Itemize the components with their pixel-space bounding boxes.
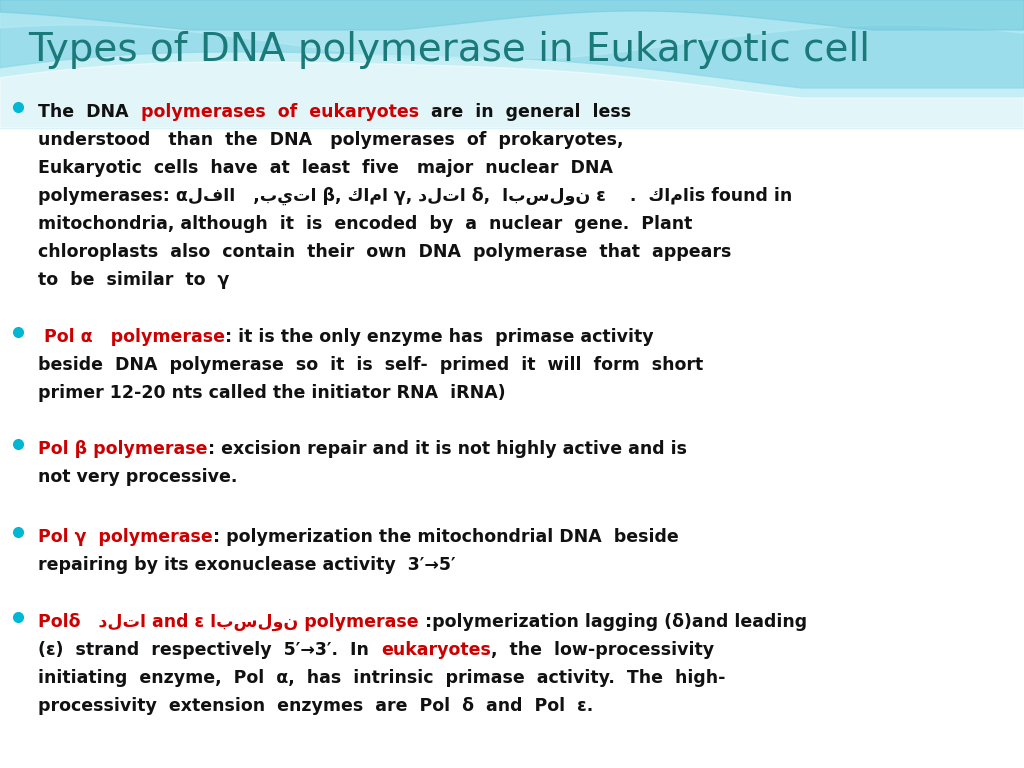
Text: understood   than  the  DNA   polymerases  of  prokaryotes,: understood than the DNA polymerases of p… [38,131,624,149]
Text: (ε)  strand  respectively  5′→3′.  In: (ε) strand respectively 5′→3′. In [38,641,381,659]
Text: mitochondria, although  it  is  encoded  by  a  nuclear  gene.  Plant: mitochondria, although it is encoded by … [38,215,692,233]
Text: Polδ   دلتا and ε ابسلون polymerase: Polδ دلتا and ε ابسلون polymerase [38,613,419,631]
Text: chloroplasts  also  contain  their  own  DNA  polymerase  that  appears: chloroplasts also contain their own DNA … [38,243,731,261]
Text: to  be  similar  to  γ: to be similar to γ [38,271,229,289]
Text: beside  DNA  polymerase  so  it  is  self-  primed  it  will  form  short: beside DNA polymerase so it is self- pri… [38,356,703,374]
Text: Pol β polymerase: Pol β polymerase [38,440,208,458]
Text: Pol α   polymerase: Pol α polymerase [38,328,225,346]
Text: Pol γ  polymerase: Pol γ polymerase [38,528,213,546]
Text: polymerases  of  eukaryotes: polymerases of eukaryotes [140,103,419,121]
Text: : polymerization the mitochondrial DNA  beside: : polymerization the mitochondrial DNA b… [213,528,679,546]
Text: are  in  general  less: are in general less [419,103,631,121]
Text: Types of DNA polymerase in Eukaryotic cell: Types of DNA polymerase in Eukaryotic ce… [28,31,870,69]
Text: not very processive.: not very processive. [38,468,238,486]
Text: ,  the  low-processivity: , the low-processivity [490,641,714,659]
Text: initiating  enzyme,  Pol  α,  has  intrinsic  primase  activity.  The  high-: initiating enzyme, Pol α, has intrinsic … [38,669,725,687]
Text: : excision repair and it is not highly active and is: : excision repair and it is not highly a… [208,440,686,458]
Text: repairing by its exonuclease activity  3′→5′: repairing by its exonuclease activity 3′… [38,556,456,574]
Text: Eukaryotic  cells  have  at  least  five   major  nuclear  DNA: Eukaryotic cells have at least five majo… [38,159,613,177]
Text: polymerases: αلفاا   ,بيتا β, كاما γ, دلتا δ,  ابسلون ε    .  كاماis found in: polymerases: αلفاا ,بيتا β, كاما γ, دلتا… [38,187,793,205]
Text: The  DNA: The DNA [38,103,140,121]
Text: processivity  extension  enzymes  are  Pol  δ  and  Pol  ε.: processivity extension enzymes are Pol δ… [38,697,593,715]
Text: eukaryotes: eukaryotes [381,641,490,659]
Text: primer 12-20 nts called the initiator RNA  iRNA): primer 12-20 nts called the initiator RN… [38,384,506,402]
Text: : it is the only enzyme has  primase activity: : it is the only enzyme has primase acti… [225,328,653,346]
Text: :polymerization lagging (δ)and leading: :polymerization lagging (δ)and leading [419,613,807,631]
